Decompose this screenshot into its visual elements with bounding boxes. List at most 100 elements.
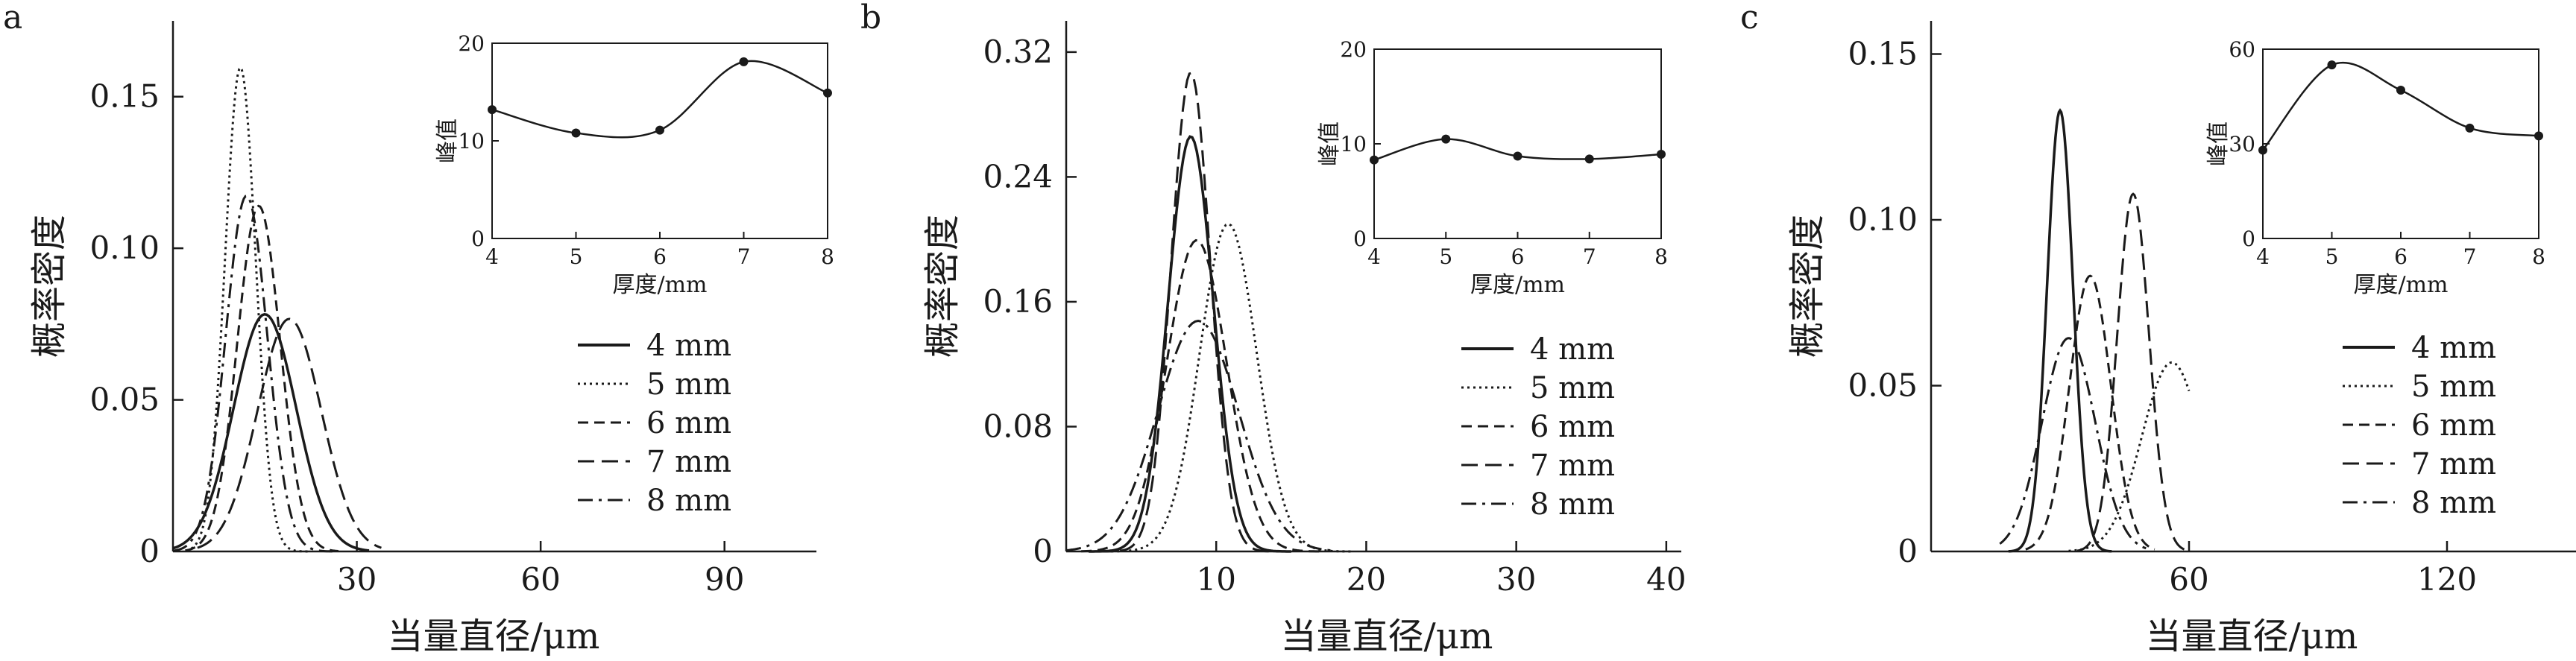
series-line-6mm <box>2025 274 2155 551</box>
legend-label: 4 mm <box>2411 331 2496 365</box>
legend-label: 8 mm <box>2411 486 2496 520</box>
inset-y-title: 峰值 <box>435 118 461 163</box>
x-axis-title: 当量直径/μm <box>1281 616 1493 657</box>
series-line-4mm <box>2008 108 2112 553</box>
legend-label: 4 mm <box>1530 332 1615 367</box>
inset-y-tick-label: 20 <box>458 31 485 56</box>
panel-letter-c: c <box>1740 0 1759 37</box>
y-tick-label: 0.10 <box>1848 201 1918 238</box>
inset-peak-point <box>739 57 749 66</box>
inset-y-tick-label: 0 <box>1353 227 1367 251</box>
legend-label: 7 mm <box>1530 449 1615 483</box>
x-tick-label: 90 <box>705 561 744 598</box>
y-tick-label: 0.24 <box>983 158 1053 194</box>
inset-frame <box>2262 48 2539 239</box>
y-tick-label: 0.08 <box>983 408 1053 444</box>
legend-label: 7 mm <box>2411 447 2496 481</box>
series-line-5mm <box>1111 222 1352 553</box>
series-line-7mm <box>1096 72 1291 553</box>
y-tick-label: 0.05 <box>89 382 160 418</box>
x-tick-label: 120 <box>2417 561 2477 598</box>
y-axis-title: 概率密度 <box>28 215 70 358</box>
inset-x-title: 厚度/mm <box>612 272 707 298</box>
inset-y-title: 峰值 <box>2205 121 2232 166</box>
inset-y-title: 峰值 <box>1317 121 1343 166</box>
series-line-7mm <box>197 317 382 549</box>
inset-x-tick-label: 8 <box>1654 244 1668 269</box>
series-line-4mm <box>1089 135 1291 553</box>
inset-peak-line <box>2262 61 2539 151</box>
x-tick-label: 10 <box>1196 561 1235 598</box>
inset-x-tick-label: 5 <box>1439 244 1452 269</box>
inset-x-tick-label: 4 <box>2256 244 2270 269</box>
inset-x-tick-label: 8 <box>2532 244 2545 269</box>
legend-label: 5 mm <box>2411 370 2496 404</box>
legend-label: 6 mm <box>1530 410 1615 444</box>
y-tick-label: 0.10 <box>89 230 160 266</box>
inset-peak-point <box>1513 151 1522 161</box>
inset-x-tick-label: 6 <box>1511 244 1525 269</box>
panel-letter-b: b <box>860 0 881 37</box>
chart-c-svg: c 0 0.05 0.10 0.15 60 120 当量直径/μm 概率密度 4 mm 5 mm 6 … <box>1740 0 2576 657</box>
inset-x-tick-label: 7 <box>1583 244 1596 269</box>
inset-x-tick-label: 7 <box>737 244 751 269</box>
series-line-7mm <box>2076 192 2190 552</box>
series-line-5mm <box>2068 361 2191 552</box>
inset-x-tick-label: 6 <box>2394 244 2407 269</box>
legend-label: 8 mm <box>1530 487 1615 522</box>
x-axis-title: 当量直径/μm <box>2146 616 2358 657</box>
inset-peak-point <box>1584 154 1594 164</box>
legend-label: 8 mm <box>646 484 731 518</box>
x-tick-label: 60 <box>520 561 560 598</box>
inset-peak-point <box>823 88 832 98</box>
y-tick-label: 0.15 <box>1848 36 1918 72</box>
legend-label: 5 mm <box>646 367 731 402</box>
inset-y-tick-label: 10 <box>458 129 485 154</box>
legend-label: 4 mm <box>646 329 731 363</box>
inset-frame <box>491 42 828 239</box>
series-line-5mm <box>190 66 308 553</box>
legend-label: 6 mm <box>646 406 731 440</box>
series-line-8mm <box>1999 337 2147 550</box>
chart-panel-b: b 0 0.08 0.16 0.24 0.32 10 20 30 40 当量直径/μm 概率密度 4 m… <box>857 0 1711 661</box>
x-axis-title: 当量直径/μm <box>388 616 600 657</box>
x-tick-label: 60 <box>2169 561 2208 598</box>
series-line-6mm <box>1081 238 1322 553</box>
inset-peak-point <box>488 105 497 115</box>
y-axis-title: 概率密度 <box>1786 215 1828 358</box>
inset-peak-point <box>1657 149 1666 159</box>
inset-y-tick-label: 30 <box>2229 132 2255 156</box>
inset-x-tick-label: 7 <box>2463 244 2477 269</box>
series-line-8mm <box>172 194 333 553</box>
inset-peak-point <box>2396 86 2405 95</box>
inset-x-tick-label: 5 <box>2325 244 2339 269</box>
series-line-8mm <box>1065 320 1337 552</box>
inset-peak-point <box>571 128 581 138</box>
legend-label: 6 mm <box>2411 408 2496 443</box>
inset-peak-point <box>655 125 664 135</box>
inset-peak-point <box>2258 145 2267 155</box>
y-tick-label: 0 <box>139 533 160 569</box>
x-tick-label: 40 <box>1646 561 1686 598</box>
series-line-4mm <box>172 312 370 552</box>
inset-x-title: 厚度/mm <box>2353 272 2448 298</box>
legend-label: 5 mm <box>1530 371 1615 405</box>
inset-peak-point <box>2465 123 2475 133</box>
x-tick-label: 30 <box>1496 561 1536 598</box>
inset-y-tick-label: 0 <box>2242 227 2255 251</box>
inset-x-tick-label: 4 <box>485 244 499 269</box>
inset-peak-point <box>2327 60 2337 70</box>
x-tick-label: 30 <box>337 561 377 598</box>
chart-panel-c: c 0 0.05 0.10 0.15 60 120 当量直径/μm 概率密度 4 mm 5 mm 6 … <box>1737 0 2576 661</box>
inset-y-tick-label: 20 <box>1340 37 1367 62</box>
x-tick-label: 20 <box>1347 561 1386 598</box>
y-tick-label: 0.15 <box>89 78 160 115</box>
inset-y-tick-label: 0 <box>471 227 485 251</box>
legend-label: 7 mm <box>646 445 731 479</box>
inset-peak-point <box>1441 134 1451 144</box>
series-line-6mm <box>185 204 339 553</box>
y-tick-label: 0.05 <box>1848 367 1918 404</box>
inset-x-tick-label: 8 <box>821 244 834 269</box>
